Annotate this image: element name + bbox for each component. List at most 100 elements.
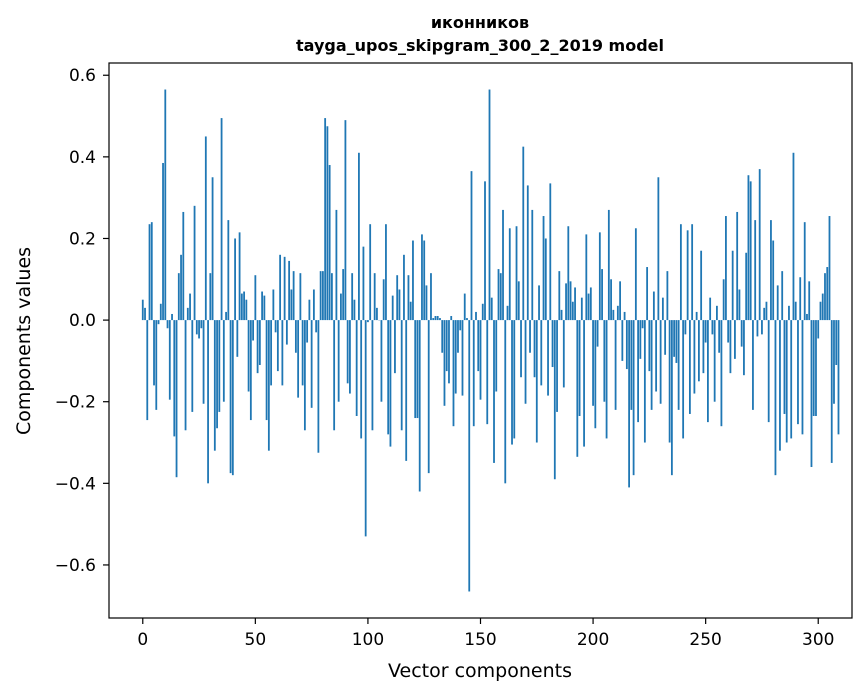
bar — [743, 320, 745, 376]
bar — [711, 320, 714, 335]
bar — [400, 320, 403, 431]
bar — [722, 279, 725, 321]
bar — [736, 211, 739, 321]
bar — [281, 320, 284, 386]
bar — [155, 320, 158, 410]
bar — [218, 320, 221, 412]
bar — [306, 320, 309, 343]
bar — [571, 301, 574, 321]
bar — [833, 320, 835, 404]
bar — [225, 311, 227, 321]
bar — [707, 320, 709, 423]
bar — [734, 320, 736, 359]
bar — [601, 269, 603, 321]
bar — [589, 287, 592, 321]
bar — [513, 320, 516, 439]
bar — [747, 175, 750, 321]
bar — [441, 320, 444, 353]
bar — [321, 271, 324, 321]
bar — [720, 320, 723, 427]
bar — [457, 320, 459, 353]
bar — [263, 295, 266, 321]
bar — [716, 305, 718, 321]
bar — [261, 291, 264, 321]
bar — [157, 320, 160, 325]
bar — [303, 320, 306, 431]
bar — [835, 320, 838, 365]
bar — [727, 320, 730, 343]
bar — [373, 273, 376, 321]
x-tick-label: 50 — [245, 630, 267, 650]
bar — [585, 234, 588, 321]
x-tick-label: 300 — [802, 630, 834, 650]
bar — [578, 320, 581, 416]
bar — [344, 120, 347, 321]
bar — [779, 320, 781, 451]
bar — [162, 162, 164, 321]
bar — [576, 320, 579, 457]
bar — [258, 320, 261, 365]
bar — [702, 320, 705, 374]
bar — [830, 320, 833, 463]
bar — [756, 320, 759, 337]
bar — [488, 89, 491, 321]
bar — [553, 320, 556, 480]
bar — [643, 320, 646, 443]
bar — [607, 209, 610, 321]
bar — [335, 209, 338, 321]
bar — [310, 320, 313, 408]
bar — [788, 305, 790, 321]
bar — [249, 320, 252, 421]
bar — [468, 320, 471, 592]
bar — [526, 185, 529, 321]
bar — [765, 301, 768, 321]
bar — [538, 285, 540, 321]
bar — [502, 209, 504, 321]
bar — [297, 320, 300, 398]
bar — [596, 320, 599, 347]
bar — [583, 320, 585, 447]
bar — [594, 320, 597, 429]
bar — [479, 320, 482, 400]
bar — [797, 320, 799, 425]
bar — [164, 89, 167, 321]
bar — [623, 311, 626, 321]
bar — [569, 281, 572, 321]
bar — [144, 307, 146, 321]
y-tick-label: 0.6 — [69, 66, 96, 86]
y-tick-label: −0.6 — [55, 556, 96, 576]
bar — [709, 297, 712, 321]
bar — [675, 320, 678, 363]
bar — [177, 273, 180, 321]
bar — [423, 240, 426, 321]
bar — [389, 320, 392, 447]
bar — [821, 293, 824, 321]
bar — [738, 289, 741, 321]
bar — [351, 273, 354, 321]
bar — [776, 285, 779, 321]
bar — [517, 281, 520, 321]
bar — [515, 226, 518, 321]
bar — [628, 320, 631, 488]
bar — [443, 320, 446, 406]
bar — [659, 320, 662, 404]
bar — [499, 273, 502, 321]
bar — [792, 152, 795, 321]
bar — [529, 320, 531, 353]
bar — [556, 320, 558, 412]
bar — [346, 320, 349, 384]
bar — [657, 177, 660, 321]
bar — [648, 320, 651, 372]
bar — [470, 171, 473, 321]
bar — [432, 318, 435, 321]
bar — [812, 320, 815, 416]
bar — [290, 289, 293, 321]
bar — [504, 320, 507, 484]
bar — [688, 320, 691, 414]
bar — [704, 320, 707, 343]
bar — [475, 311, 477, 321]
bar — [245, 299, 248, 321]
bar — [454, 320, 457, 394]
bar — [276, 320, 279, 372]
bar — [312, 289, 315, 321]
